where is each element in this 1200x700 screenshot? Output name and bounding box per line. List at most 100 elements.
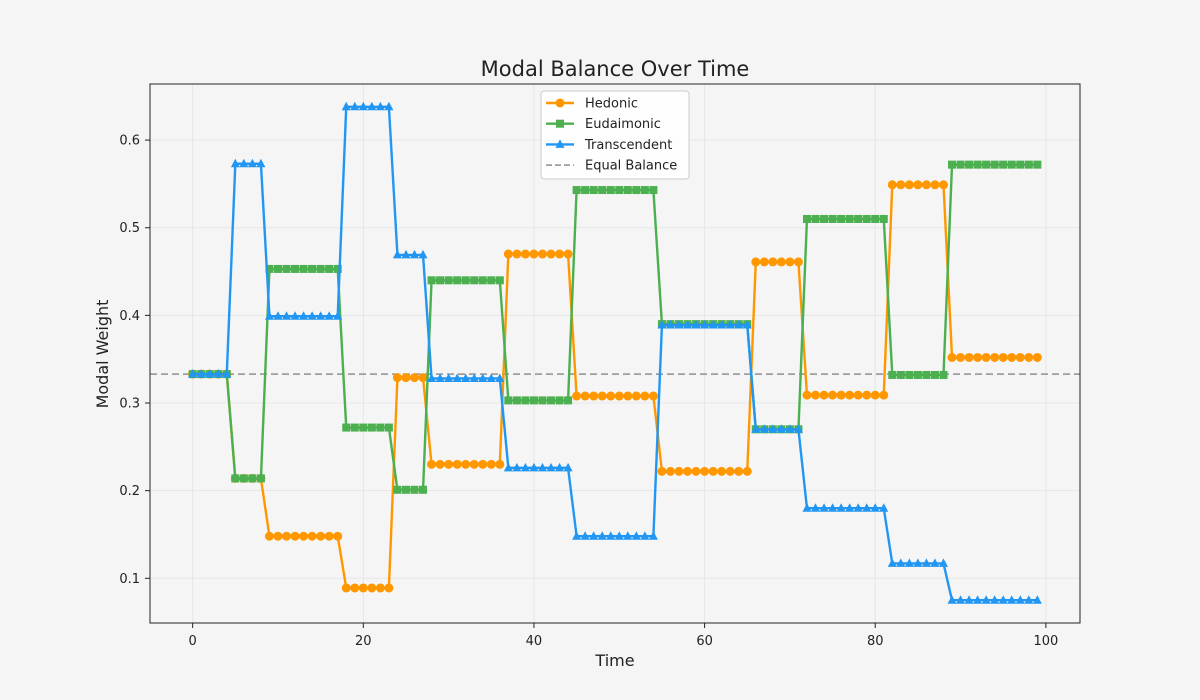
series-line <box>192 183 1038 590</box>
data-point <box>905 370 914 379</box>
data-point <box>529 249 539 259</box>
data-point <box>913 180 923 190</box>
data-point <box>427 373 437 382</box>
x-tick-label: 40 <box>526 634 543 649</box>
data-point <box>921 180 931 190</box>
data-point <box>845 214 854 223</box>
data-point <box>1007 160 1016 169</box>
data-point <box>913 370 922 379</box>
data-point <box>273 311 283 320</box>
data-point <box>776 257 786 267</box>
data-point <box>1032 352 1042 362</box>
data-point <box>401 249 411 259</box>
data-point <box>222 369 232 378</box>
plot-area-frame <box>149 83 1081 624</box>
data-point <box>879 503 889 512</box>
data-point <box>478 373 488 382</box>
data-point <box>589 186 598 195</box>
data-point <box>299 264 308 273</box>
data-point <box>793 257 803 267</box>
data-point <box>563 462 573 472</box>
data-point <box>333 311 343 320</box>
data-point <box>1032 595 1042 604</box>
data-point <box>256 474 265 483</box>
data-point <box>393 485 402 494</box>
data-point <box>512 249 522 259</box>
data-point <box>913 558 923 567</box>
data-point <box>307 311 317 320</box>
data-point <box>870 503 880 512</box>
data-point <box>725 320 735 329</box>
data-point <box>930 558 940 567</box>
data-point <box>597 531 607 540</box>
data-point <box>418 373 428 383</box>
data-point <box>572 531 582 540</box>
grid <box>150 84 1080 623</box>
data-point <box>793 424 803 433</box>
data-point <box>299 311 309 320</box>
data-point <box>555 249 565 259</box>
data-point <box>478 276 487 285</box>
data-point <box>759 257 769 267</box>
data-point <box>649 186 658 195</box>
data-point <box>708 466 718 476</box>
data-point <box>239 474 248 483</box>
series-transcendent <box>188 101 1042 604</box>
data-point <box>384 101 394 111</box>
data-point <box>640 391 650 401</box>
data-point <box>418 249 428 259</box>
data-point <box>700 320 710 329</box>
data-point <box>470 276 479 285</box>
data-point <box>196 369 206 378</box>
data-point <box>870 390 880 400</box>
y-tick-label: 0.1 <box>119 572 140 587</box>
data-point <box>598 186 607 195</box>
data-point <box>273 531 283 541</box>
data-point <box>358 583 368 593</box>
data-point <box>341 583 351 593</box>
data-point <box>845 503 855 512</box>
y-tick-label: 0.6 <box>119 134 140 149</box>
data-point <box>606 391 616 401</box>
data-point <box>461 276 470 285</box>
data-point <box>811 214 820 223</box>
series-line <box>192 105 1038 602</box>
data-point <box>350 423 359 432</box>
data-point <box>904 558 914 567</box>
data-point <box>887 180 897 190</box>
data-point <box>392 373 402 383</box>
data-point <box>751 424 761 433</box>
data-point <box>538 396 547 405</box>
data-point <box>921 558 931 567</box>
legend-entry: Hedonic <box>546 97 638 112</box>
data-point <box>597 391 607 401</box>
data-point <box>785 257 795 267</box>
data-point <box>461 373 471 382</box>
data-point <box>862 390 872 400</box>
x-tick-label: 60 <box>696 634 713 649</box>
data-point <box>333 531 343 541</box>
data-point <box>965 160 974 169</box>
data-point <box>427 276 436 285</box>
data-point <box>973 160 982 169</box>
data-point <box>273 264 282 273</box>
data-point <box>631 391 641 401</box>
data-point <box>725 466 735 476</box>
data-point <box>896 370 905 379</box>
data-point <box>871 214 880 223</box>
data-point <box>674 320 684 329</box>
legend: Hedonic Eudaimonic Transcendent Equal Balan… <box>540 90 690 180</box>
data-point <box>1024 160 1033 169</box>
data-point <box>964 352 974 362</box>
data-point <box>751 257 761 267</box>
data-point <box>853 503 863 512</box>
series-eudaimonic <box>188 160 1042 494</box>
data-point <box>247 158 257 168</box>
legend-label: Transcendent <box>584 138 672 153</box>
data-point <box>999 160 1008 169</box>
data-point <box>264 311 274 320</box>
legend-marker <box>555 139 565 148</box>
data-point <box>367 101 377 111</box>
data-point <box>802 390 812 400</box>
data-point <box>938 180 948 190</box>
